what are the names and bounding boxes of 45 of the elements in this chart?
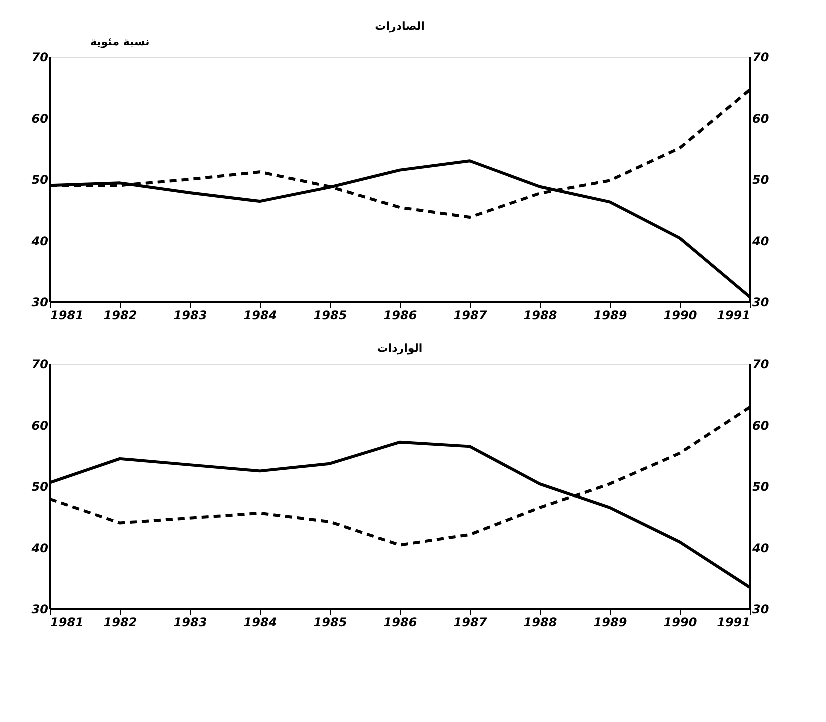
y-tick-label: 30 bbox=[32, 296, 48, 310]
y-tick-label: 40 bbox=[30, 541, 48, 556]
x-tick-label: 1985 bbox=[314, 616, 348, 630]
y2-tick-label: 70 bbox=[752, 50, 770, 64]
x-tick-label: 1988 bbox=[524, 616, 558, 630]
y-tick-label: 50 bbox=[32, 480, 48, 494]
x-tick-label: 1990 bbox=[664, 308, 698, 322]
x-tick-label: 1981 bbox=[50, 616, 84, 630]
x-tick-label: 1983 bbox=[174, 616, 208, 630]
y-tick-label: 30 bbox=[32, 602, 48, 616]
y2-tick-label: 30 bbox=[752, 296, 770, 310]
y-tick-label: 50 bbox=[32, 173, 48, 187]
x-tick-label: 1986 bbox=[384, 616, 418, 630]
y-tick-label: 70 bbox=[32, 358, 48, 372]
chart-title: الصادرات bbox=[375, 20, 425, 33]
y2-tick-label: 60 bbox=[752, 418, 770, 433]
y-tick-label: 60 bbox=[32, 112, 48, 126]
y-tick-label: 40 bbox=[30, 234, 48, 248]
y2-tick-label: 30 bbox=[752, 602, 770, 616]
x-tick-label: 1983 bbox=[174, 308, 208, 322]
y-tick-label: 60 bbox=[32, 418, 48, 433]
y-tick-label: 70 bbox=[32, 50, 48, 64]
x-tick-label: 1982 bbox=[104, 308, 138, 322]
x-tick-label: 1984 bbox=[244, 616, 278, 630]
x-tick-label: 1987 bbox=[454, 308, 488, 322]
x-tick-label: 1987 bbox=[454, 616, 488, 630]
y2-tick-label: 40 bbox=[752, 234, 770, 248]
x-tick-label: 1990 bbox=[664, 616, 698, 630]
y2-tick-label: 50 bbox=[752, 480, 770, 494]
y-axis-title: نسبة مئوية bbox=[90, 36, 150, 48]
x-tick-label: 1991 bbox=[717, 308, 750, 322]
x-tick-label: 1981 bbox=[50, 308, 84, 322]
y2-tick-label: 40 bbox=[752, 541, 770, 556]
x-tick-label: 1988 bbox=[524, 308, 558, 322]
y2-tick-label: 60 bbox=[752, 112, 770, 126]
x-tick-label: 1989 bbox=[594, 308, 628, 322]
x-tick-label: 1986 bbox=[384, 308, 418, 322]
y2-tick-label: 70 bbox=[752, 358, 770, 372]
x-tick-label: 1989 bbox=[594, 616, 628, 630]
x-tick-label: 1984 bbox=[244, 308, 278, 322]
y2-tick-label: 50 bbox=[752, 173, 770, 187]
x-tick-label: 1991 bbox=[717, 616, 750, 630]
x-tick-label: 1982 bbox=[104, 616, 138, 630]
x-tick-label: 1985 bbox=[314, 308, 348, 322]
chart-title: الواردات bbox=[377, 342, 423, 355]
